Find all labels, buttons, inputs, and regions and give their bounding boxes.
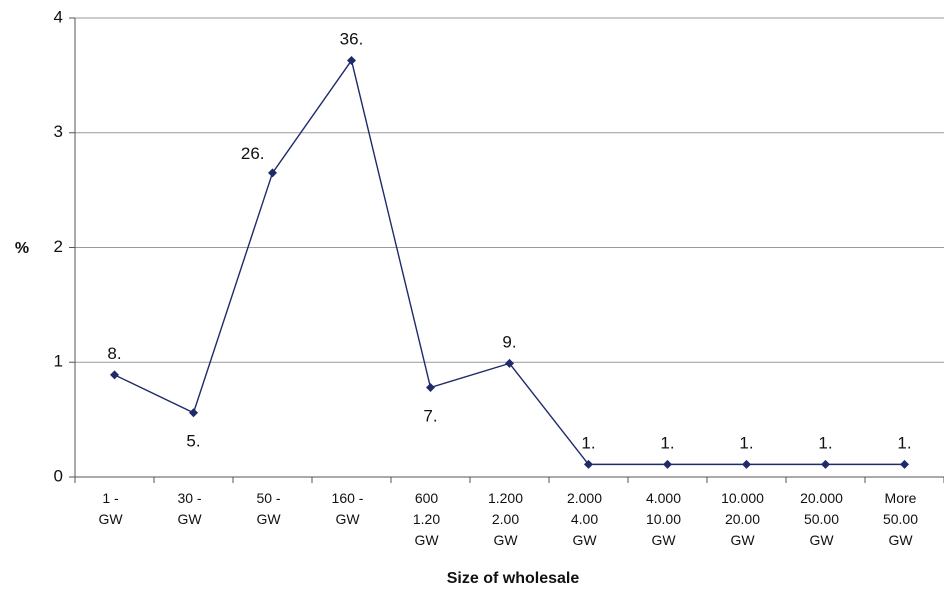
y-tick-label: 1 (54, 352, 63, 371)
data-point (821, 459, 830, 469)
y-axis-title: % (15, 240, 29, 257)
data-point (742, 459, 751, 469)
data-label: 1. (581, 433, 595, 452)
data-point (110, 370, 119, 380)
data-point (900, 459, 909, 469)
x-axis-title: Size of wholesale (447, 570, 580, 587)
y-tick-label: 0 (54, 466, 63, 485)
x-tick-label: 160 -GW (332, 490, 364, 527)
data-point (663, 459, 672, 469)
data-label: 5. (186, 432, 200, 451)
x-tick-label: More 50.00 GW (883, 490, 918, 548)
grid-lines (75, 17, 944, 363)
y-tick-label: 2 (54, 237, 63, 256)
x-tick-label: 10.000 20.00 GW (721, 490, 764, 548)
x-tick-label: 4.000 10.00 GW (646, 490, 681, 548)
axes (69, 17, 944, 483)
data-labels: 8. 5. 26. 36. 7. 9. 1. 1. 1. 1. 1. (107, 29, 911, 452)
data-label: 1. (818, 433, 832, 452)
x-tick-label: 20.000 50.00 GW (800, 490, 843, 548)
x-tick-labels: 1 -GW 30 -GW 50 -GW 160 -GW 600 1.20 GW 1.200 2.… (98, 490, 918, 548)
series (110, 55, 909, 469)
data-label: 7. (423, 406, 437, 425)
data-label: 8. (107, 344, 121, 363)
x-tick-label: 600 1.20 GW (413, 490, 440, 548)
data-point (189, 408, 198, 418)
x-tick-label: 2.000 4.00 GW (567, 490, 602, 548)
y-tick-label: 3 (54, 122, 63, 141)
data-label: 9. (502, 332, 516, 351)
data-point (584, 459, 593, 469)
data-point (347, 55, 356, 65)
data-point (505, 358, 514, 368)
y-tick-labels: 0 1 2 3 4 (54, 7, 63, 485)
data-label: 26. (241, 144, 265, 163)
series-line (114, 58, 905, 466)
x-tick-label: 30 -GW (177, 490, 202, 527)
data-point (426, 382, 435, 392)
x-tick-label: 50 -GW (256, 490, 281, 527)
data-label: 1. (739, 433, 753, 452)
y-tick-label: 4 (54, 7, 63, 26)
x-tick-label: 1 -GW (98, 490, 123, 527)
x-tick-label: 1.200 2.00 GW (488, 490, 523, 548)
data-label: 1. (897, 433, 911, 452)
data-label: 36. (340, 29, 364, 48)
data-label: 1. (660, 433, 674, 452)
data-point (268, 168, 277, 178)
